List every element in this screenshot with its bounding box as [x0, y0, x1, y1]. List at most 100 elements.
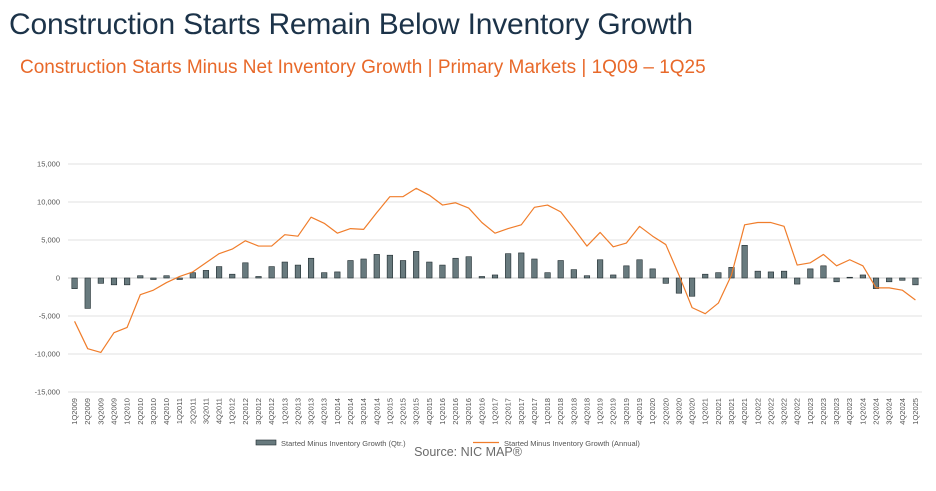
- bar: [807, 268, 814, 279]
- bar: [794, 277, 801, 285]
- bar: [294, 264, 301, 279]
- bar: [426, 261, 433, 279]
- x-tick-label: 2Q2024: [872, 398, 881, 425]
- bar: [636, 259, 643, 279]
- x-tick-label: 4Q2016: [477, 398, 486, 425]
- bar: [662, 277, 669, 284]
- x-tick-label: 3Q2012: [254, 398, 263, 425]
- x-tick-label: 2Q2018: [556, 398, 565, 425]
- bar: [859, 274, 866, 279]
- bar: [833, 277, 840, 283]
- bar: [715, 272, 722, 279]
- bar: [886, 277, 893, 283]
- y-tick-label: -5,000: [39, 312, 60, 321]
- x-tick-label: 1Q2012: [228, 398, 237, 425]
- x-tick-label: 3Q2010: [149, 398, 158, 425]
- x-tick-label: 4Q2012: [267, 398, 276, 425]
- x-tick-label: 3Q2024: [885, 398, 894, 425]
- x-tick-label: 1Q2018: [543, 398, 552, 425]
- bar: [189, 272, 196, 279]
- x-tick-label: 1Q2021: [701, 398, 710, 425]
- bar: [334, 271, 341, 279]
- bar: [110, 277, 118, 286]
- x-tick-label: 4Q2009: [109, 398, 118, 425]
- bar: [163, 275, 170, 279]
- x-tick-label: 1Q2017: [491, 398, 500, 425]
- y-tick-label: 5,000: [41, 236, 60, 245]
- bar: [308, 257, 315, 279]
- x-tick-label: 1Q2014: [333, 398, 342, 425]
- x-tick-label: 4Q2022: [793, 398, 802, 425]
- x-axis-ticks: 1Q2009 2Q2009 3Q2009 4Q2009 1Q2010 2Q2010 3Q20…: [70, 398, 920, 425]
- legend-line-label: Started Minus Inventory Growth (Annual): [504, 439, 640, 448]
- bar: [702, 273, 709, 279]
- bar: [281, 261, 288, 279]
- bar: [452, 257, 459, 279]
- bar: [360, 258, 367, 279]
- bar: [610, 274, 617, 279]
- bar: [754, 270, 761, 279]
- bar: [689, 277, 696, 297]
- bar: [229, 273, 236, 279]
- bar: [518, 252, 525, 279]
- x-tick-label: 2Q2014: [346, 398, 355, 425]
- x-tick-label: 4Q2020: [688, 398, 697, 425]
- line-series: [74, 187, 916, 354]
- legend-bar-label: Started Minus Inventory Growth (Qtr.): [281, 439, 406, 448]
- bar: [216, 266, 223, 279]
- bar: [597, 259, 604, 279]
- x-tick-label: 3Q2014: [359, 398, 368, 425]
- x-tick-label: 1Q2019: [596, 398, 605, 425]
- x-tick-label: 3Q2017: [517, 398, 526, 425]
- x-tick-label: 2Q2009: [83, 398, 92, 425]
- x-tick-label: 1Q2024: [858, 398, 867, 425]
- x-tick-label: 4Q2019: [635, 398, 644, 425]
- bar: [439, 264, 446, 279]
- bar: [505, 253, 512, 279]
- bar: [478, 276, 485, 279]
- bar: [255, 276, 262, 279]
- y-tick-label: 10,000: [37, 198, 60, 207]
- chart-subtitle: Construction Starts Minus Net Inventory …: [20, 57, 706, 78]
- x-tick-label: 3Q2023: [832, 398, 841, 425]
- x-tick-label: 2Q2013: [293, 398, 302, 425]
- bar: [912, 277, 919, 286]
- y-tick-label: 15,000: [37, 160, 60, 169]
- x-tick-label: 2Q2017: [504, 398, 513, 425]
- bar: [202, 270, 210, 279]
- x-tick-label: 3Q2019: [622, 398, 631, 425]
- x-tick-label: 3Q2021: [727, 398, 736, 425]
- bar-series: [71, 245, 919, 309]
- bar: [399, 260, 407, 279]
- x-tick-label: 3Q2015: [412, 398, 421, 425]
- bar: [176, 277, 183, 280]
- bar: [413, 251, 420, 279]
- bar: [899, 277, 906, 281]
- x-tick-label: 2Q2019: [609, 398, 618, 425]
- x-tick-label: 1Q2011: [175, 398, 184, 424]
- bar: [97, 277, 104, 284]
- bar: [150, 277, 157, 280]
- x-tick-label: 1Q2025: [911, 398, 920, 425]
- x-tick-label: 3Q2009: [96, 398, 105, 425]
- legend-bar-swatch: [255, 439, 277, 446]
- bar: [557, 260, 564, 279]
- y-tick-label: 0: [56, 274, 60, 283]
- x-tick-label: 1Q2016: [438, 398, 447, 425]
- x-tick-label: 1Q2020: [648, 398, 657, 425]
- x-tick-label: 2Q2022: [766, 398, 775, 425]
- bar: [570, 269, 577, 279]
- legend: Started Minus Inventory Growth (Qtr.) St…: [255, 439, 640, 448]
- x-tick-label: 3Q2018: [569, 398, 578, 425]
- x-tick-label: 1Q2023: [806, 398, 815, 425]
- source-note: Source: NIC MAP®: [414, 445, 522, 459]
- x-tick-label: 1Q2015: [385, 398, 394, 425]
- x-tick-label: 4Q2021: [740, 398, 749, 425]
- bar: [583, 275, 591, 279]
- x-tick-label: 3Q2022: [780, 398, 789, 425]
- bar: [675, 277, 682, 294]
- annual-line: [74, 187, 916, 354]
- x-tick-label: 2Q2015: [399, 398, 408, 425]
- bar: [820, 265, 827, 279]
